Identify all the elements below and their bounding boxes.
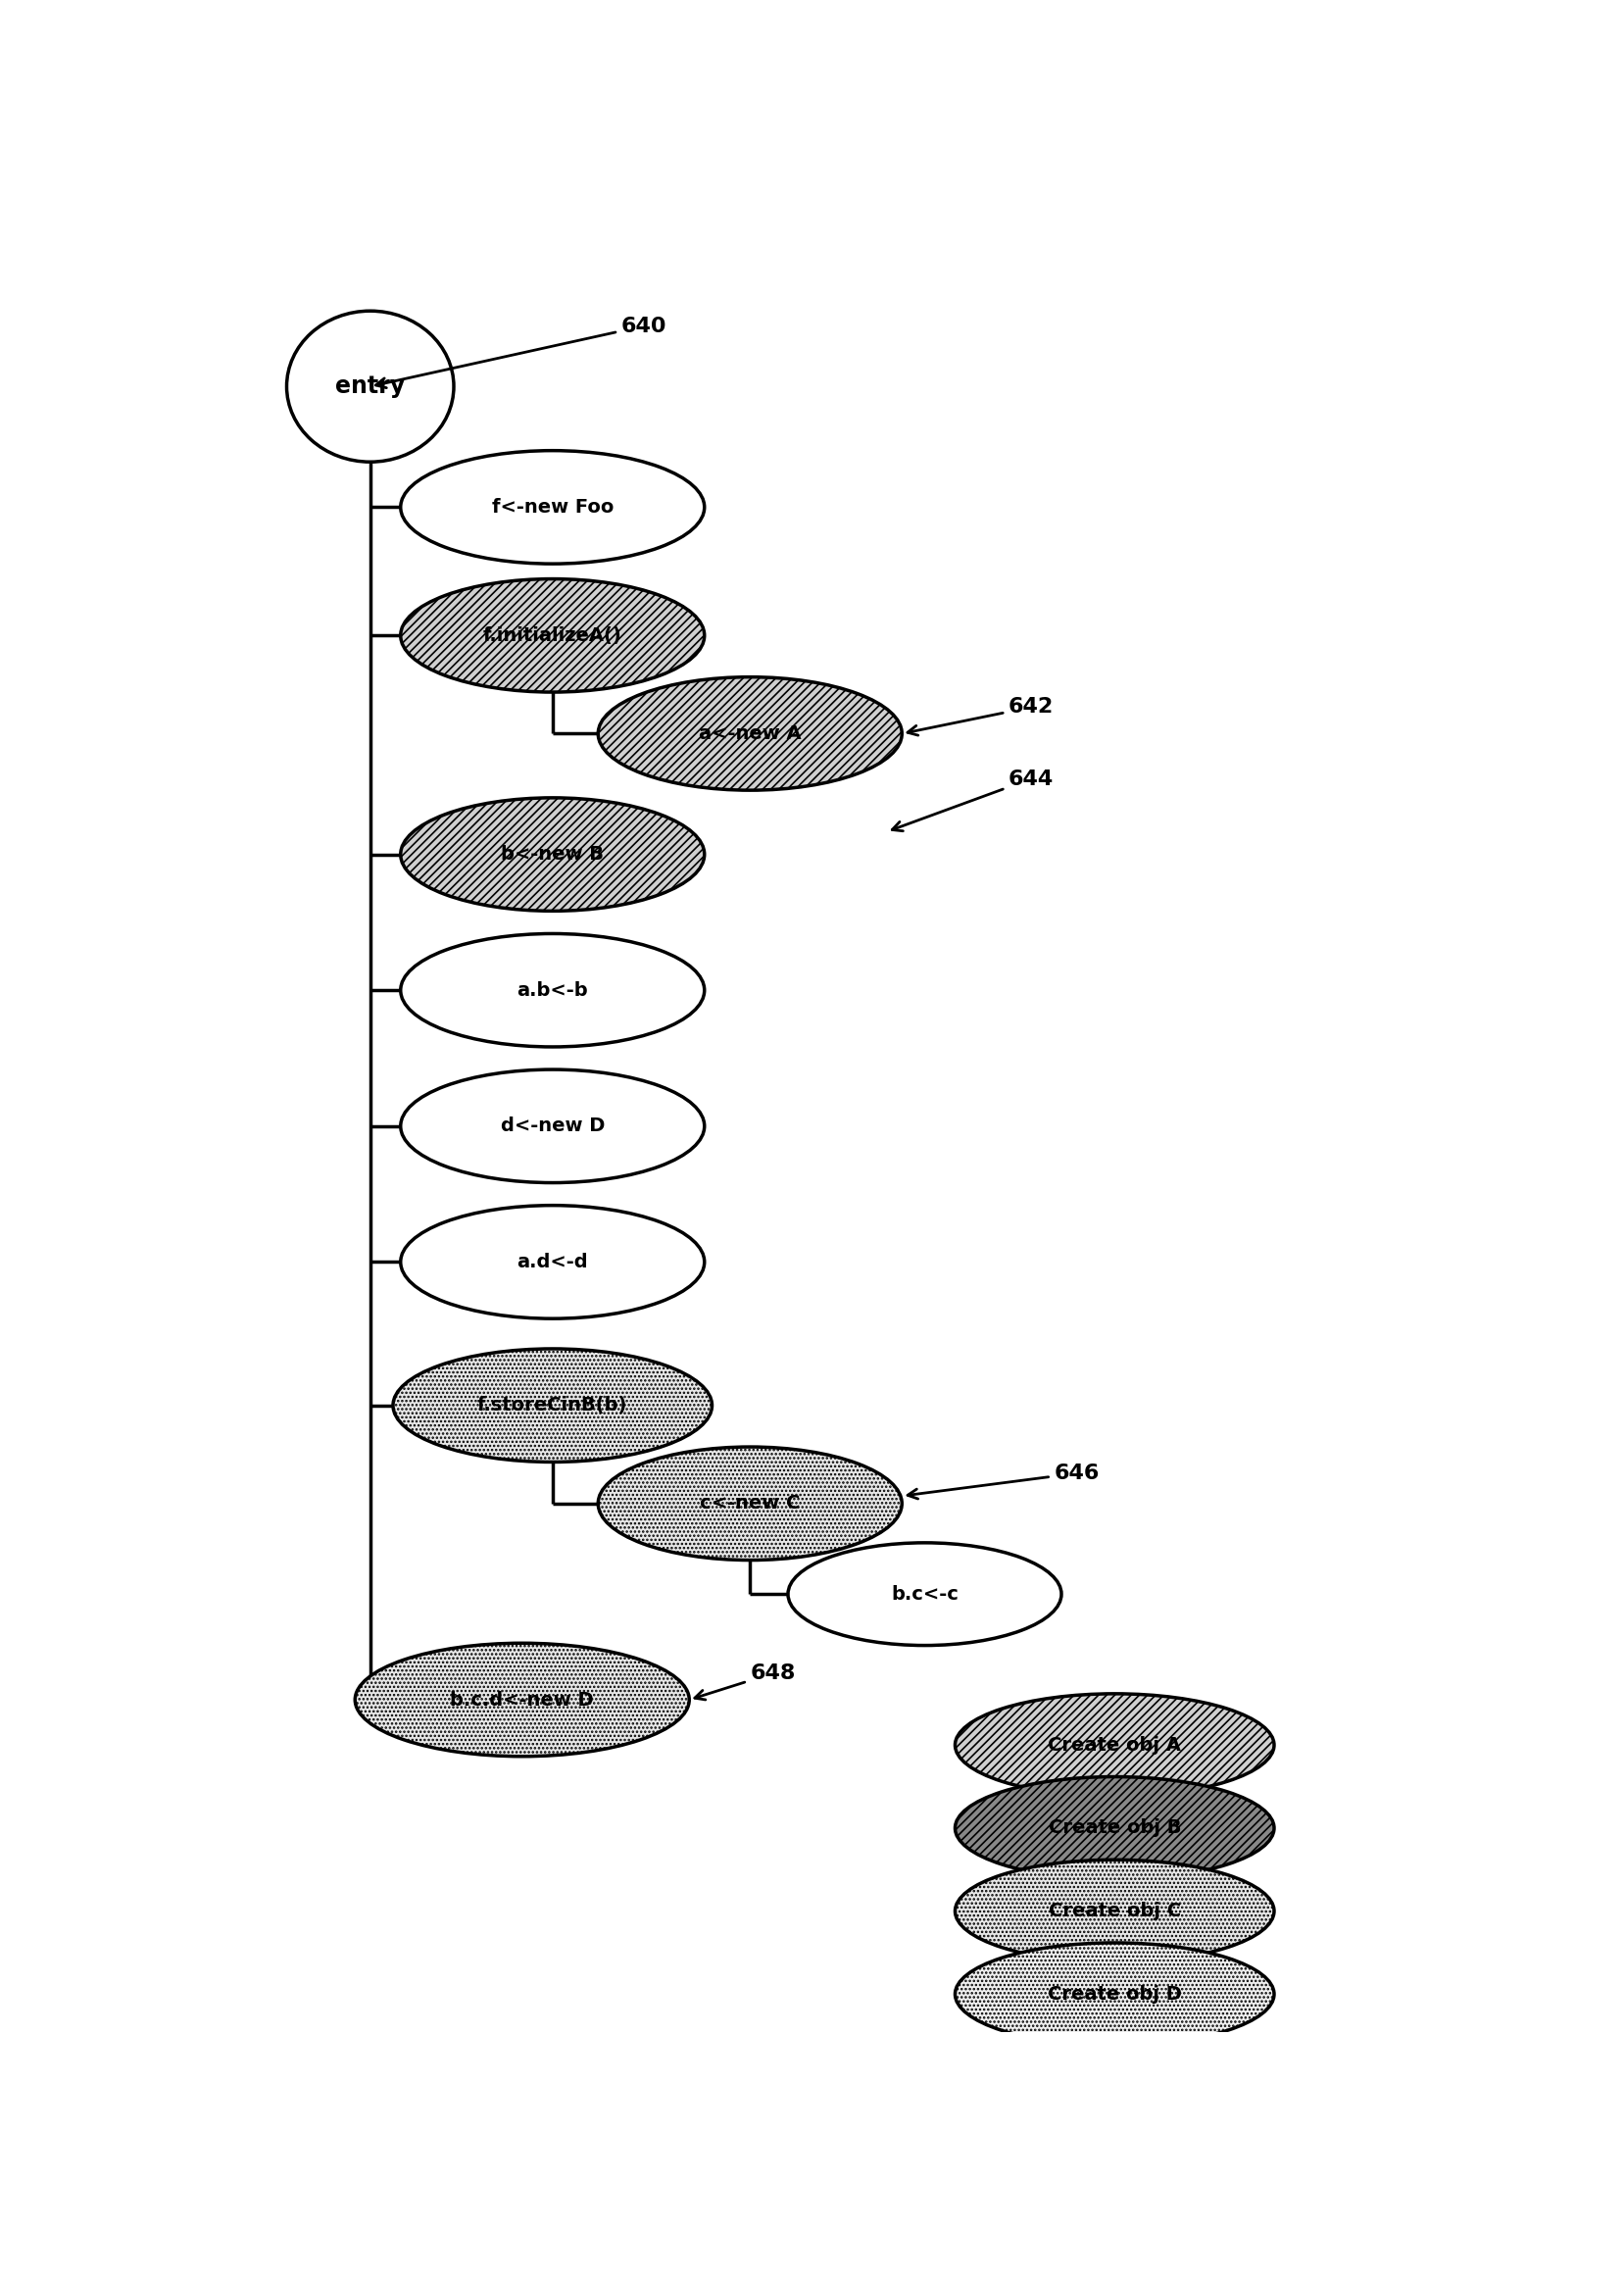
Text: a<-new A: a<-new A bbox=[698, 724, 801, 742]
Ellipse shape bbox=[286, 310, 453, 461]
Ellipse shape bbox=[401, 580, 705, 692]
Text: Create obj C: Create obj C bbox=[1047, 1902, 1181, 1920]
Ellipse shape bbox=[955, 1694, 1273, 1797]
Text: c<-new C: c<-new C bbox=[700, 1493, 799, 1514]
Ellipse shape bbox=[788, 1543, 1060, 1646]
Text: Create obj A: Create obj A bbox=[1047, 1735, 1181, 1753]
Text: f<-new Foo: f<-new Foo bbox=[492, 498, 614, 516]
Text: b.c<-c: b.c<-c bbox=[890, 1584, 958, 1603]
Text: 648: 648 bbox=[695, 1664, 796, 1701]
Ellipse shape bbox=[401, 797, 705, 911]
Ellipse shape bbox=[598, 678, 901, 790]
Text: 640: 640 bbox=[375, 317, 666, 388]
Ellipse shape bbox=[354, 1644, 689, 1756]
Text: 642: 642 bbox=[908, 696, 1052, 735]
Ellipse shape bbox=[401, 934, 705, 1048]
Text: 646: 646 bbox=[908, 1463, 1098, 1500]
Text: entry: entry bbox=[335, 374, 404, 397]
Text: b<-new B: b<-new B bbox=[500, 845, 604, 863]
Ellipse shape bbox=[955, 1861, 1273, 1963]
Ellipse shape bbox=[393, 1349, 711, 1461]
Text: a.b<-b: a.b<-b bbox=[516, 982, 588, 1000]
Text: f.initializeA(): f.initializeA() bbox=[482, 626, 622, 644]
Ellipse shape bbox=[401, 450, 705, 564]
Ellipse shape bbox=[401, 1068, 705, 1183]
Ellipse shape bbox=[955, 1943, 1273, 2046]
Text: d<-new D: d<-new D bbox=[500, 1116, 604, 1135]
Text: f.storeCinB(b): f.storeCinB(b) bbox=[477, 1397, 627, 1415]
Ellipse shape bbox=[598, 1447, 901, 1559]
Ellipse shape bbox=[401, 1205, 705, 1320]
Ellipse shape bbox=[955, 1776, 1273, 1879]
Text: Create obj D: Create obj D bbox=[1047, 1984, 1181, 2004]
Text: 644: 644 bbox=[892, 769, 1052, 831]
Text: a.d<-d: a.d<-d bbox=[516, 1253, 588, 1272]
Text: b.c.d<-new D: b.c.d<-new D bbox=[450, 1689, 594, 1710]
Text: Create obj B: Create obj B bbox=[1047, 1820, 1181, 1838]
